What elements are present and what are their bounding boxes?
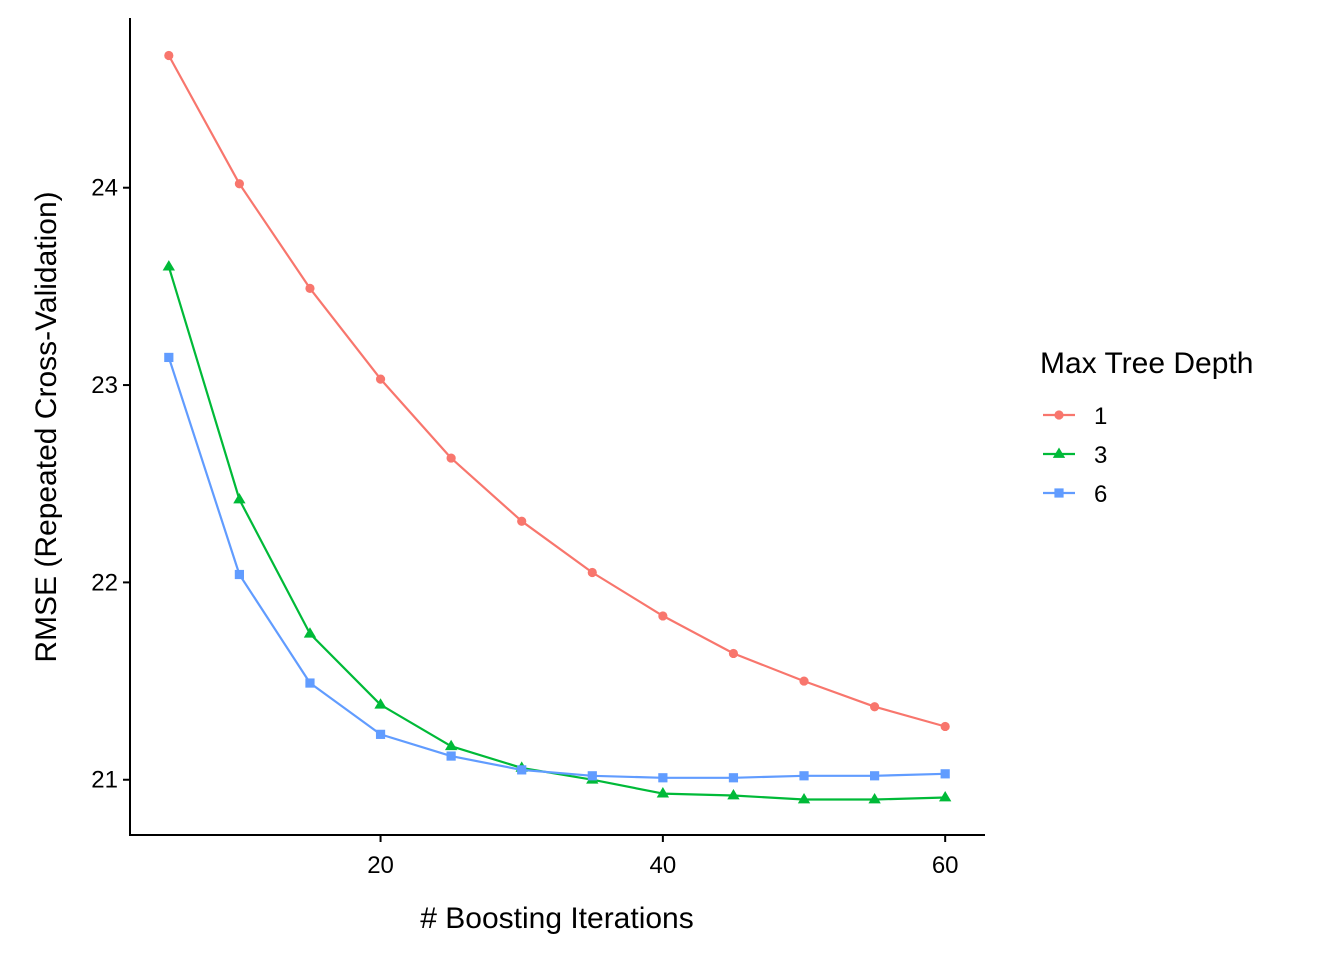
data-point-1 — [940, 721, 950, 732]
data-point-1 — [658, 611, 668, 621]
data-point-1 — [446, 453, 456, 463]
legend-key-marker — [1052, 447, 1066, 458]
y-tick-label: 23 — [91, 372, 118, 399]
data-point-1 — [375, 374, 386, 384]
x-tick-label: 40 — [650, 852, 677, 879]
data-point-3 — [797, 792, 811, 804]
legend-item-6: 6 — [1043, 481, 1107, 508]
x-tick-label: 60 — [932, 852, 959, 879]
data-point-1 — [234, 179, 244, 189]
data-point-3 — [162, 260, 175, 271]
data-point-1 — [870, 702, 880, 712]
legend-item-3: 3 — [1043, 442, 1107, 469]
data-point-6 — [234, 569, 244, 580]
data-point-6 — [305, 678, 315, 688]
y-tick-label: 21 — [91, 767, 118, 794]
data-point-3 — [727, 789, 740, 800]
legend-title: Max Tree Depth — [1040, 347, 1253, 380]
series-6 — [164, 352, 950, 783]
data-point-6 — [658, 773, 668, 783]
data-point-6 — [517, 765, 527, 775]
data-point-3 — [868, 792, 881, 804]
x-axis-ticks: 20 40 60 — [367, 835, 959, 879]
y-tick-label: 22 — [91, 569, 118, 596]
series-line-6 — [167, 357, 946, 779]
y-tick-label: 24 — [91, 175, 118, 202]
legend-key-marker — [1054, 488, 1064, 498]
data-point-3 — [939, 791, 952, 802]
y-axis-title: RMSE (Repeated Cross-Validation) — [30, 191, 63, 662]
series-line-1 — [167, 54, 946, 728]
data-point-6 — [870, 771, 880, 781]
data-point-6 — [728, 773, 739, 783]
legend-key-marker — [1054, 410, 1064, 420]
data-point-3 — [303, 627, 317, 638]
y-axis-ticks: 21 22 23 24 — [91, 175, 130, 794]
data-point-1 — [799, 676, 809, 686]
data-point-3 — [656, 787, 670, 798]
legend-item-1: 1 — [1043, 403, 1107, 430]
legend-label: 3 — [1094, 442, 1107, 469]
x-tick-label: 20 — [367, 852, 394, 879]
data-point-3 — [374, 698, 387, 709]
data-point-6 — [799, 771, 809, 781]
series-line-3 — [167, 266, 946, 801]
legend-label: 6 — [1094, 481, 1107, 508]
data-point-1 — [587, 567, 597, 578]
plot-panel — [162, 50, 952, 804]
legend-label: 1 — [1094, 403, 1107, 430]
series-1 — [164, 50, 950, 732]
legend: Max Tree Depth 1 3 6 — [1040, 347, 1253, 508]
data-point-6 — [164, 352, 174, 363]
data-point-3 — [233, 493, 246, 504]
data-point-1 — [164, 50, 174, 61]
data-point-1 — [728, 648, 739, 659]
series-layer — [162, 50, 952, 804]
data-point-3 — [444, 739, 458, 751]
x-axis-title: # Boosting Iterations — [420, 902, 694, 935]
legend-items: 1 3 6 — [1043, 403, 1107, 508]
data-point-1 — [305, 283, 315, 293]
data-point-6 — [940, 769, 950, 779]
data-point-6 — [375, 729, 386, 739]
data-point-6 — [446, 751, 456, 761]
data-point-1 — [517, 516, 527, 526]
data-point-6 — [587, 771, 597, 781]
series-3 — [162, 260, 952, 804]
